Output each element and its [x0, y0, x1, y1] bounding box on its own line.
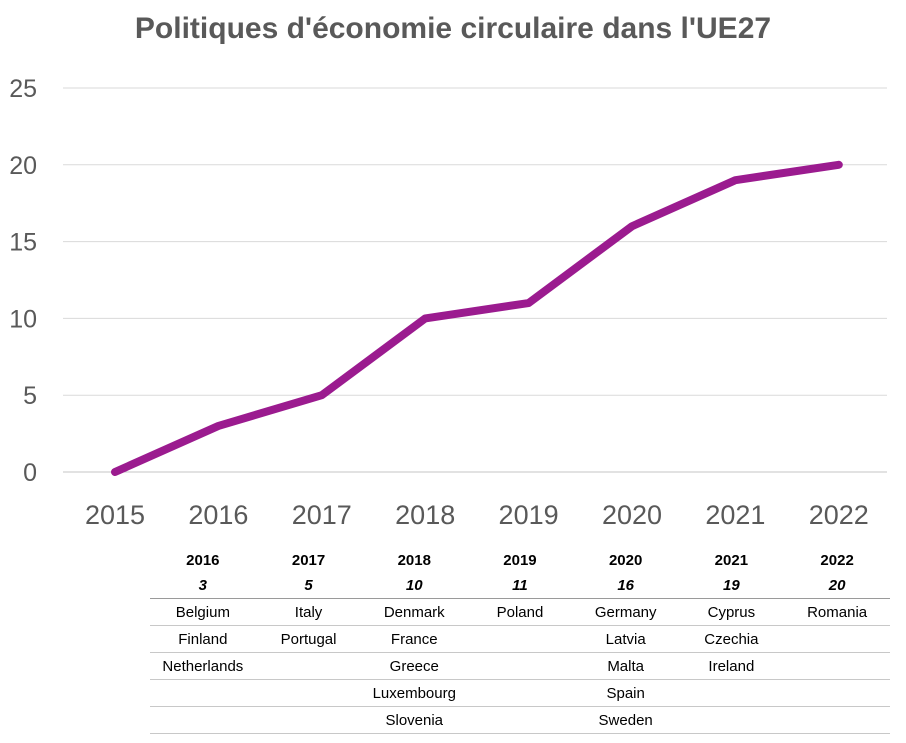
table-row: Luxembourg Spain: [150, 679, 890, 707]
table-cell: [255, 706, 362, 734]
table-cell: Portugal: [255, 625, 362, 653]
table-cell: Poland: [467, 598, 573, 626]
table-cell: Romania: [784, 598, 890, 626]
table-cell: Cyprus: [678, 598, 785, 626]
table-cell: [678, 679, 785, 707]
table-cell: [150, 706, 256, 734]
table-cell: Denmark: [361, 598, 468, 626]
data-table: 2016 2017 2018 2019 2020 2021 2022 3 5 10 11 16 19 2…: [150, 548, 890, 734]
table-count-row: 3 5 10 11 16 19 20: [150, 572, 890, 599]
table-row: Belgium Italy Denmark Poland Germany Cyprus Ro…: [150, 598, 890, 626]
table-cell: Malta: [572, 652, 679, 680]
table-cell: [255, 652, 362, 680]
table-count-cell: 3: [150, 572, 256, 599]
table-cell: Sweden: [572, 706, 679, 734]
x-tick-label: 2016: [188, 500, 248, 530]
table-cell: Greece: [361, 652, 468, 680]
y-tick-label: 10: [9, 305, 37, 333]
table-cell: Latvia: [572, 625, 679, 653]
table-cell: Germany: [572, 598, 679, 626]
chart-title: Politiques d'économie circulaire dans l'…: [134, 12, 772, 45]
table-cell: [467, 625, 573, 653]
table-cell: [784, 625, 890, 653]
table-cell: France: [361, 625, 468, 653]
table-cell: [467, 706, 573, 734]
table-cell: [467, 679, 573, 707]
table-row: Slovenia Sweden: [150, 706, 890, 734]
series-line-group: [111, 160, 843, 476]
y-tick-label: 20: [9, 152, 37, 180]
table-cell: Spain: [572, 679, 679, 707]
table-count-cell: 5: [255, 572, 362, 599]
table-cell: Italy: [255, 598, 362, 626]
table-cell: Finland: [150, 625, 256, 653]
table-header-cell: 2019: [503, 551, 537, 569]
table-cell: Slovenia: [361, 706, 468, 734]
table-count-cell: 16: [572, 572, 679, 599]
y-axis-ticks: 0 5 10 15 20 25: [9, 75, 37, 487]
x-tick-label: 2018: [395, 500, 455, 530]
table-body: 3 5 10 11 16 19 20 Belgium Italy Denmark Poland Ger…: [150, 572, 890, 734]
x-tick-label: 2022: [809, 500, 869, 530]
x-tick-label: 2019: [499, 500, 559, 530]
table-cell: [467, 652, 573, 680]
y-tick-label: 5: [23, 382, 37, 410]
table-cell: Luxembourg: [361, 679, 468, 707]
table-cell: [784, 679, 890, 707]
table-row: Finland Portugal France Latvia Czechia: [150, 625, 890, 653]
table-header-cell: 2017: [291, 551, 326, 569]
gridlines: [63, 87, 887, 473]
table-cell: [784, 652, 890, 680]
table-header-cell: 2016: [186, 551, 220, 569]
y-tick-label: 0: [23, 459, 37, 487]
table-cell: Belgium: [150, 598, 256, 626]
table-row: Netherlands Greece Malta Ireland: [150, 652, 890, 680]
table-cell: [150, 679, 256, 707]
x-tick-label: 2017: [292, 500, 352, 530]
table-cell: Czechia: [678, 625, 785, 653]
table-header-cell: 2021: [714, 551, 749, 569]
table-cell: Netherlands: [150, 652, 256, 680]
table-count-cell: 20: [784, 572, 890, 599]
series-line: [111, 160, 843, 476]
x-tick-label: 2021: [705, 500, 765, 530]
table-cell: [678, 706, 785, 734]
x-tick-label: 2015: [85, 500, 145, 530]
table-cell: [255, 679, 362, 707]
table-header-row: 2016 2017 2018 2019 2020 2021 2022: [150, 548, 890, 572]
x-axis-ticks: 2015 2016 2017 2018 2019 2020 2021 2022: [85, 500, 869, 530]
table-count-cell: 19: [678, 572, 785, 599]
y-tick-label: 15: [9, 229, 37, 257]
table-header-cell: 2022: [820, 551, 854, 569]
table-cell: Ireland: [678, 652, 785, 680]
table-count-cell: 10: [361, 572, 468, 599]
y-tick-label: 25: [9, 75, 37, 103]
table-cell: [784, 706, 890, 734]
table-header-cell: 2018: [397, 551, 431, 569]
table-count-cell: 11: [467, 572, 573, 599]
table-header-cell: 2020: [608, 551, 643, 569]
x-tick-label: 2020: [602, 500, 662, 530]
